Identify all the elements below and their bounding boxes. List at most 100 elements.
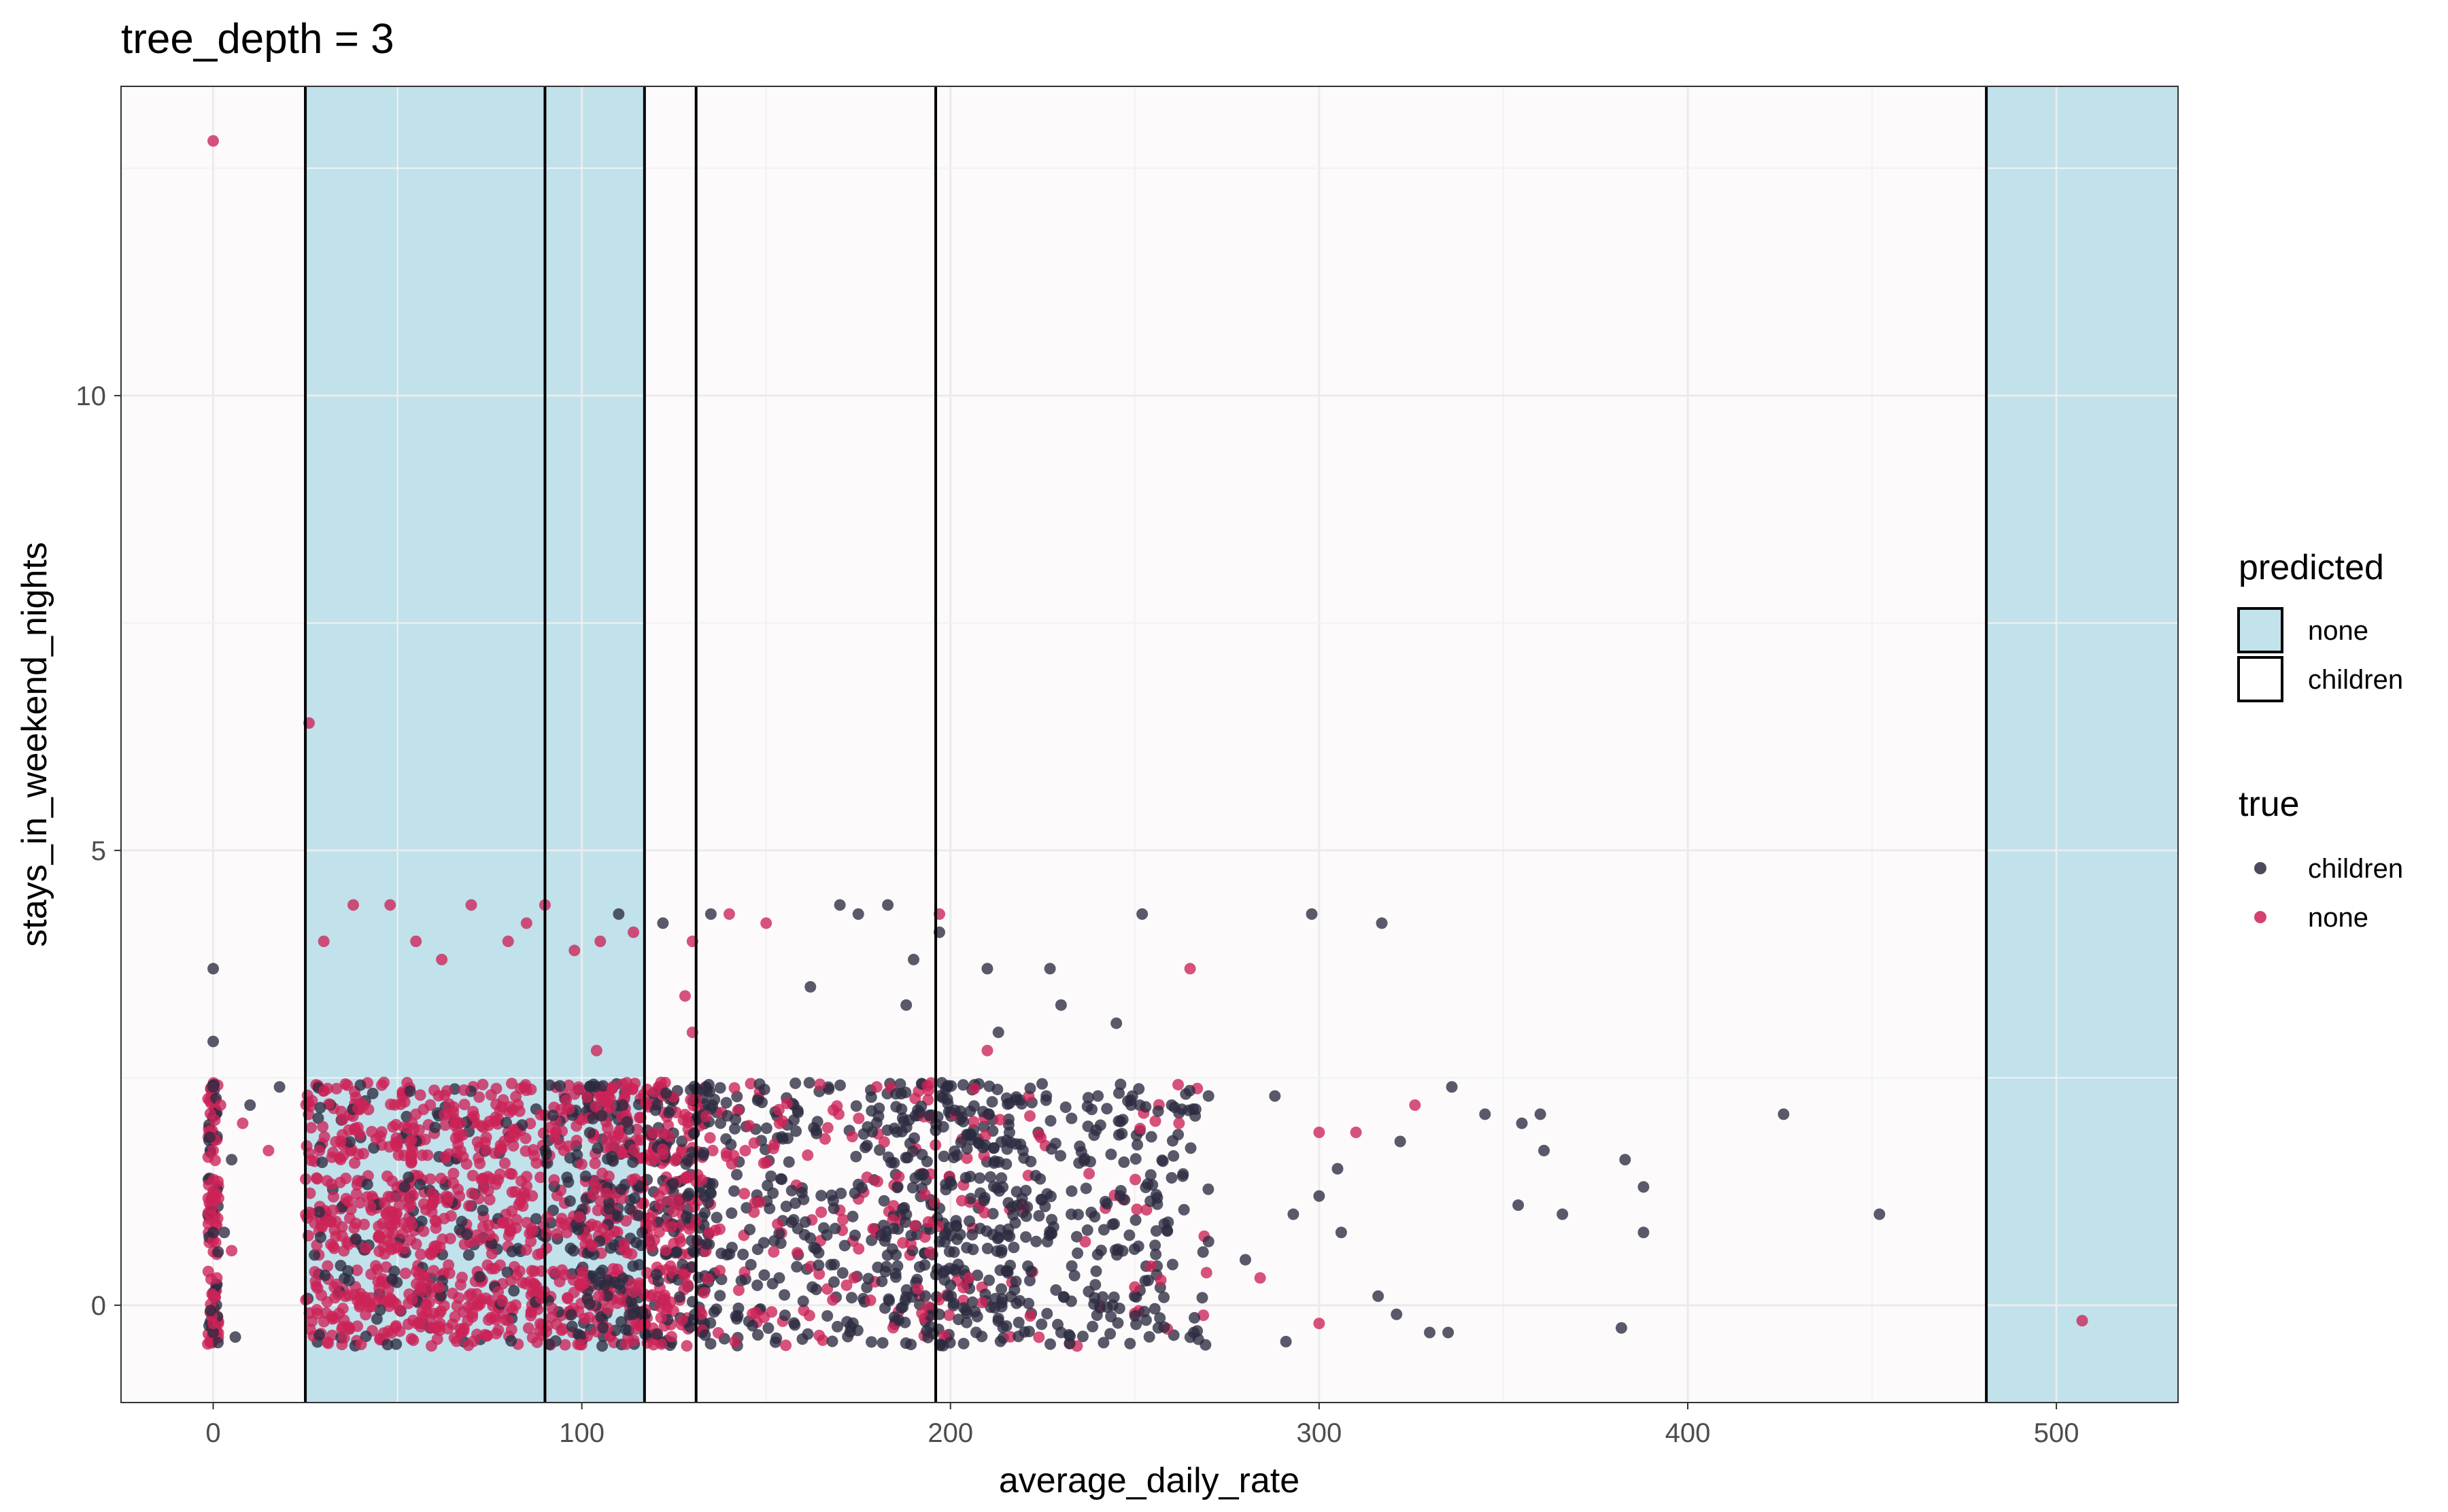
point-none — [471, 1136, 483, 1148]
point-none — [1155, 1274, 1167, 1286]
point-children — [561, 1171, 573, 1184]
point-children — [957, 1302, 970, 1314]
point-none — [546, 1303, 558, 1315]
point-children — [808, 1122, 820, 1134]
point-children — [1180, 1088, 1192, 1100]
point-children — [361, 1178, 373, 1190]
point-none — [714, 1265, 726, 1277]
point-children — [1144, 1169, 1157, 1181]
point-children — [1022, 1260, 1034, 1272]
point-children — [1010, 1091, 1022, 1103]
point-none — [458, 1084, 470, 1096]
point-children — [1023, 1326, 1035, 1338]
point-none — [207, 1290, 220, 1302]
point-none — [1172, 1078, 1185, 1090]
point-children — [704, 1317, 717, 1329]
point-children — [828, 1202, 840, 1214]
point-none — [465, 899, 477, 911]
point-children — [1149, 1303, 1161, 1315]
point-none — [415, 1320, 427, 1333]
point-children — [729, 1122, 741, 1135]
legend: predicted none children true children none — [2237, 548, 2403, 933]
point-children — [732, 1302, 745, 1314]
point-children — [849, 1229, 861, 1241]
point-children — [950, 1265, 962, 1277]
point-none — [682, 1116, 694, 1129]
point-children — [790, 1125, 802, 1137]
point-none — [477, 1173, 489, 1185]
point-children — [905, 1229, 917, 1241]
point-none — [316, 1289, 328, 1301]
point-none — [921, 1080, 934, 1092]
point-none — [458, 1099, 471, 1111]
point-children — [838, 1239, 851, 1252]
point-children — [957, 1079, 969, 1091]
point-none — [339, 1078, 352, 1090]
point-children — [1055, 1326, 1067, 1339]
point-children — [957, 1337, 970, 1350]
point-children — [797, 1295, 809, 1307]
point-none — [402, 1318, 414, 1330]
point-children — [597, 1322, 609, 1334]
point-none — [748, 1137, 760, 1149]
point-children — [992, 1315, 1004, 1327]
point-none — [663, 1130, 675, 1142]
point-none — [772, 1218, 784, 1231]
point-children — [760, 1122, 772, 1135]
point-none — [893, 1171, 905, 1183]
point-none — [318, 1316, 330, 1328]
point-none — [511, 1214, 523, 1226]
point-none — [492, 1286, 505, 1298]
point-none — [485, 1088, 497, 1101]
point-none — [645, 1154, 657, 1167]
point-children — [685, 1260, 698, 1273]
point-none — [406, 1145, 418, 1157]
x-tick-label: 0 — [205, 1418, 220, 1448]
point-none — [505, 1301, 517, 1313]
point-children — [313, 1206, 325, 1218]
point-children — [1534, 1108, 1546, 1120]
point-none — [644, 1290, 656, 1303]
point-children — [674, 1291, 686, 1303]
point-children — [762, 1180, 774, 1192]
point-none — [384, 899, 396, 911]
point-none — [943, 1309, 955, 1322]
point-none — [366, 1301, 378, 1313]
point-children — [832, 1320, 844, 1333]
point-children — [1090, 1265, 1102, 1277]
point-none — [399, 1267, 411, 1279]
point-children — [1072, 1247, 1084, 1259]
point-none — [534, 1171, 547, 1184]
point-none — [589, 1157, 601, 1169]
point-none — [502, 935, 514, 948]
point-none — [394, 1098, 407, 1110]
point-none — [337, 1150, 350, 1162]
point-children — [720, 1097, 732, 1109]
point-children — [1118, 1156, 1130, 1168]
point-none — [573, 1211, 585, 1223]
point-none — [205, 1192, 218, 1204]
point-children — [1637, 1181, 1650, 1193]
point-children — [899, 1294, 911, 1307]
point-children — [923, 1109, 936, 1121]
point-children — [1010, 1275, 1022, 1288]
point-children — [779, 1309, 791, 1322]
point-children — [1041, 1188, 1053, 1200]
point-none — [1134, 1122, 1146, 1135]
point-children — [1123, 1229, 1136, 1241]
point-none — [1184, 963, 1196, 975]
point-children — [1082, 1092, 1094, 1104]
point-none — [916, 1307, 928, 1319]
point-none — [318, 935, 330, 948]
point-none — [590, 1182, 602, 1194]
point-none — [593, 1290, 605, 1303]
point-none — [463, 1200, 475, 1212]
point-children — [994, 1335, 1006, 1347]
point-children — [592, 1142, 604, 1154]
point-none — [848, 1272, 860, 1284]
point-children — [996, 1246, 1008, 1258]
point-children — [574, 1330, 586, 1342]
point-none — [837, 1214, 849, 1226]
point-children — [540, 1148, 552, 1161]
point-children — [627, 1301, 639, 1313]
